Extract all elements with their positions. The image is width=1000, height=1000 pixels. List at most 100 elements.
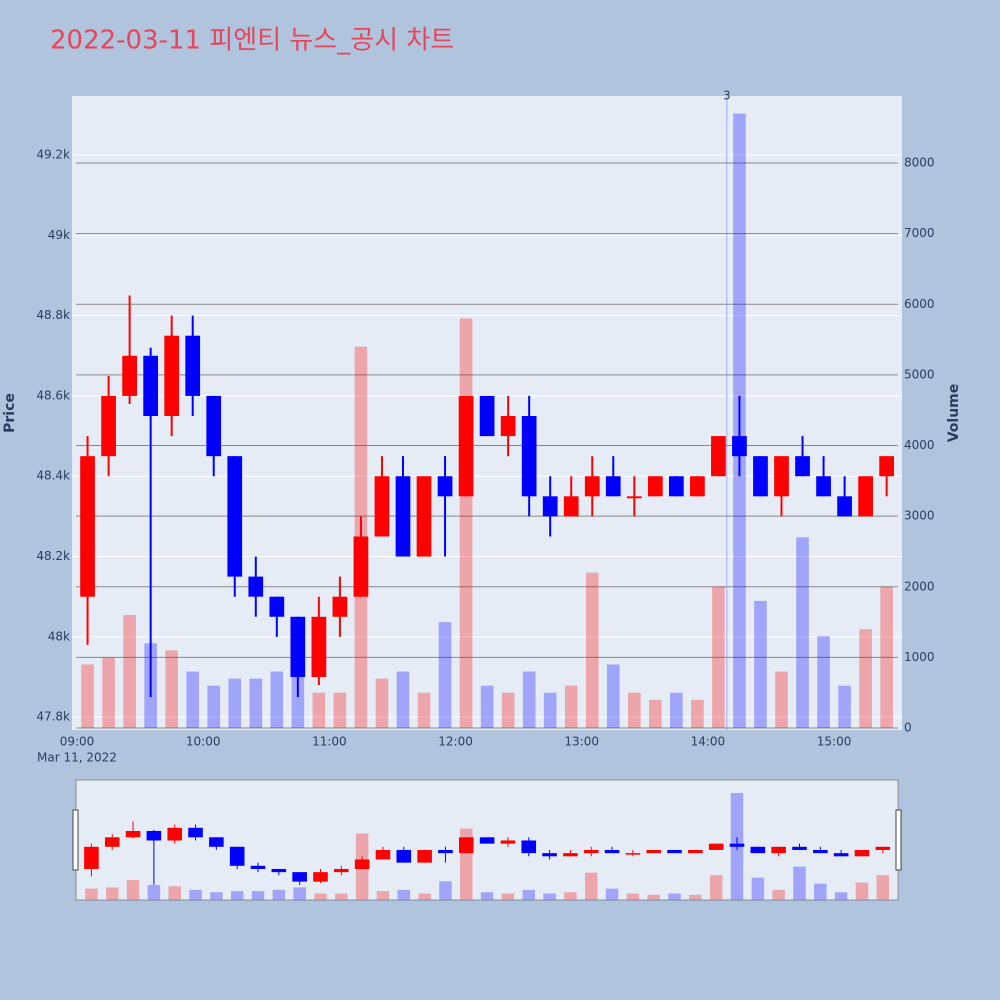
y-tick-label: 48.4k [36, 469, 70, 483]
slider-body [479, 837, 495, 844]
volume-bar [838, 685, 851, 729]
candle-body [795, 456, 810, 477]
slider-handle[interactable] [72, 809, 79, 871]
volume-bar [859, 629, 872, 729]
slider-volume-bar [418, 893, 431, 900]
y2-tick-label: 2000 [904, 579, 935, 593]
slider-body [334, 868, 349, 873]
volume-bar [102, 657, 115, 729]
candle-body [605, 476, 621, 497]
candle-body [816, 476, 831, 497]
slider-volume-bar [689, 894, 702, 900]
slider-volume-bar [584, 872, 598, 900]
volume-bar [81, 664, 94, 729]
slider-volume-bar [522, 889, 536, 900]
volume-bar [543, 692, 557, 729]
candle-body [353, 536, 369, 597]
slider-body [688, 849, 703, 854]
slider-volume-bar [126, 880, 140, 900]
y2-tick-label: 8000 [904, 156, 935, 170]
slider-body [542, 853, 557, 857]
candle-body [101, 395, 116, 457]
slider-body [813, 849, 828, 854]
candle-body [185, 335, 201, 396]
volume-bar [522, 671, 536, 729]
slider-volume-bar [564, 892, 577, 900]
volume-bar [627, 692, 641, 729]
candle-body [690, 476, 705, 497]
slider-volume-bar [230, 891, 244, 900]
x-tick-label: 13:00 [564, 735, 599, 749]
slider-volume-bar [85, 888, 98, 900]
y-axis-title: Price [2, 393, 18, 433]
volume-bar [375, 678, 389, 729]
slider-body [625, 853, 641, 855]
volume-bar [754, 600, 767, 729]
candle-body [332, 596, 348, 617]
slider-body [521, 840, 537, 854]
candle-body [521, 416, 537, 497]
volume-bar [796, 537, 809, 729]
volume-bar [312, 692, 326, 729]
slider-body [771, 846, 786, 854]
candle-body [858, 476, 873, 517]
slider-body [604, 849, 620, 854]
slider-volume-bar [834, 892, 848, 900]
volume-bar [775, 671, 788, 729]
slider-volume-bar [501, 893, 515, 900]
slider-volume-bar [314, 893, 327, 900]
candle-body [227, 456, 243, 577]
slider-body [313, 872, 328, 882]
slider-body [209, 837, 224, 847]
slider-volume-bar [439, 881, 452, 900]
volume-bar [417, 692, 431, 729]
slider-body [250, 865, 266, 869]
candle-body [479, 395, 495, 437]
slider-body [375, 849, 391, 860]
slider-body [146, 830, 162, 841]
slider-body [667, 849, 682, 854]
x-tick-label: 10:00 [186, 735, 221, 749]
volume-bar [249, 678, 263, 729]
candle-body [669, 476, 684, 497]
slider-handle[interactable] [895, 809, 902, 871]
slider-body [292, 872, 307, 882]
candle-body [122, 355, 137, 396]
candle-body [248, 576, 264, 597]
candle-body [290, 616, 306, 677]
candle-body [164, 335, 180, 417]
slider-volume-bar [772, 889, 785, 900]
volume-bar [670, 692, 683, 729]
slider-body [729, 843, 745, 847]
volume-bar [459, 318, 473, 729]
candle-body [542, 496, 558, 517]
slider-body [583, 849, 599, 854]
slider-body [417, 849, 432, 863]
candle-body [416, 476, 432, 557]
x-date-label: Mar 11, 2022 [37, 751, 117, 765]
slider-body [833, 853, 849, 857]
slider-body [354, 859, 370, 869]
slider-volume-bar [251, 891, 265, 900]
x-tick-label: 15:00 [817, 735, 852, 749]
slider-body [708, 843, 724, 850]
volume-bar [585, 572, 599, 729]
slider-volume-bar [335, 893, 348, 900]
slider-body [84, 846, 99, 869]
volume-bar [228, 678, 242, 729]
slider-body [646, 849, 662, 854]
volume-bar [480, 685, 494, 729]
candle-body [437, 476, 453, 497]
candle-body [206, 395, 222, 457]
slider-volume-bar [626, 893, 640, 900]
slider-body [500, 840, 516, 844]
slider-body [396, 849, 412, 863]
slider-volume-bar [751, 877, 765, 900]
volume-bar [186, 671, 200, 729]
candle-body [311, 616, 327, 677]
candle-body [732, 436, 747, 457]
candle-body [458, 395, 474, 497]
slider-volume-bar [210, 892, 223, 900]
slider-volume-bar [376, 891, 390, 900]
slider-body [104, 837, 120, 847]
